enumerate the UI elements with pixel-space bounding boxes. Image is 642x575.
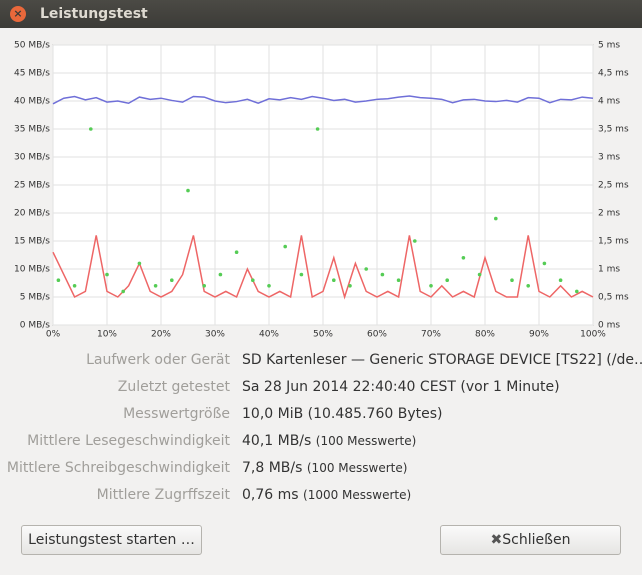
y-tick-label: 5 MB/s xyxy=(20,293,51,303)
info-label: Zuletzt getestet xyxy=(117,379,230,395)
access-point xyxy=(380,272,385,277)
y-tick-label: 30 MB/s xyxy=(14,153,50,163)
x-tick-label: 30% xyxy=(205,330,225,339)
access-point xyxy=(89,127,93,131)
y2-tick-label: 1,5 ms xyxy=(598,237,629,247)
access-point xyxy=(170,278,174,282)
close-button[interactable]: ✖Schließen xyxy=(440,525,621,555)
info-row: Mittlere Zugrffszeit 0,76 ms (1000 Messwe… xyxy=(0,487,642,507)
info-row: Laufwerk oder Gerät SD Kartenleser — Gene… xyxy=(0,352,642,372)
window-title: Leistungstest xyxy=(40,6,148,22)
x-tick-label: 90% xyxy=(529,330,549,339)
x-tick-label: 20% xyxy=(151,330,171,339)
y-tick-label: 25 MB/s xyxy=(14,181,50,191)
access-point xyxy=(348,284,352,288)
info-value: 0,76 ms (1000 Messwerte) xyxy=(242,487,412,503)
access-point xyxy=(267,284,271,288)
y-tick-label: 50 MB/s xyxy=(14,41,50,51)
info-label: Mittlere Lesegeschwindigkeit xyxy=(27,433,230,449)
access-point xyxy=(429,284,433,288)
y-tick-label: 10 MB/s xyxy=(14,265,50,275)
info-label: Laufwerk oder Gerät xyxy=(86,352,230,368)
x-tick-label: 70% xyxy=(421,330,441,339)
info-row: Messwertgröße 10,0 MiB (10.485.760 Bytes) xyxy=(0,406,642,426)
access-point xyxy=(283,244,288,249)
chart: 0 MB/s 5 MB/s 10 MB/s 15 MB/s 20 MB/s 25 MB/s… xyxy=(14,41,629,339)
close-icon: ✖ xyxy=(490,532,503,548)
info-value: Sa 28 Jun 2014 22:40:40 CEST (vor 1 Minu… xyxy=(242,379,560,395)
access-point xyxy=(477,272,482,277)
y-tick-label: 0 MB/s xyxy=(20,321,51,331)
close-icon[interactable]: × xyxy=(10,6,26,22)
y2-tick-label: 2 ms xyxy=(598,209,620,219)
access-point xyxy=(105,272,109,277)
x-tick-label: 0% xyxy=(46,330,61,339)
access-point xyxy=(542,261,547,266)
y2-tick-label: 2,5 ms xyxy=(598,181,629,191)
access-point xyxy=(445,278,450,282)
y2-tick-label: 4 ms xyxy=(598,97,620,107)
y2-tick-label: 1 ms xyxy=(598,265,620,275)
x-tick-label: 50% xyxy=(313,330,333,339)
y2-tick-label: 0,5 ms xyxy=(598,293,629,303)
access-point xyxy=(526,284,530,288)
line-series xyxy=(52,95,594,105)
access-point xyxy=(364,267,369,271)
y-tick-label: 20 MB/s xyxy=(14,209,50,219)
access-point xyxy=(575,289,579,294)
close-label: Schließen xyxy=(502,532,571,548)
y2-tick-label: 5 ms xyxy=(598,41,620,51)
access-point xyxy=(137,261,142,266)
access-point xyxy=(558,278,563,282)
y-tick-label: 40 MB/s xyxy=(14,97,50,107)
y2-tick-label: 3 ms xyxy=(598,153,620,163)
info-note: (100 Messwerte) xyxy=(315,434,417,448)
y2-tick-label: 3,5 ms xyxy=(598,125,629,135)
access-point xyxy=(121,289,125,294)
access-point xyxy=(396,278,401,282)
access-point xyxy=(494,216,498,221)
access-point xyxy=(153,284,158,288)
y-tick-label: 15 MB/s xyxy=(14,237,50,247)
y2-tick-label: 0 ms xyxy=(598,321,620,331)
info-row: Zuletzt getestet Sa 28 Jun 2014 22:40:40 … xyxy=(0,379,642,399)
info-value: 40,1 MB/s (100 Messwerte) xyxy=(242,433,417,449)
info-note: (1000 Messwerte) xyxy=(303,488,412,502)
access-point xyxy=(234,250,239,254)
x-tick-label: 60% xyxy=(367,330,387,339)
x-tick-label: 80% xyxy=(475,330,495,339)
info-row: Mittlere Lesegeschwindigkeit 40,1 MB/s (1… xyxy=(0,433,642,453)
x-tick-label: 10% xyxy=(97,330,117,339)
access-point xyxy=(510,278,514,282)
y2-tick-label: 4,5 ms xyxy=(598,69,629,79)
y-tick-label: 35 MB/s xyxy=(14,125,50,135)
info-label: Mittlere Zugrffszeit xyxy=(96,487,230,503)
info-label: Mittlere Schreibgeschwindigkeit xyxy=(6,460,230,476)
info-value: 7,8 MB/s (100 Messwerte) xyxy=(242,460,408,476)
start-button[interactable]: Leistungstest starten … xyxy=(21,525,202,555)
access-point xyxy=(299,272,304,277)
title-bar: × Leistungstest xyxy=(0,0,642,28)
x-tick-label: 40% xyxy=(259,330,279,339)
access-point xyxy=(332,278,336,282)
info-value: SD Kartenleser — Generic STORAGE DEVICE … xyxy=(242,352,642,368)
info-value: 10,0 MiB (10.485.760 Bytes) xyxy=(242,406,443,422)
access-point xyxy=(461,256,466,260)
x-tick-label: 100% xyxy=(580,330,606,339)
info-row: Mittlere Schreibgeschwindigkeit 7,8 MB/s … xyxy=(0,460,642,480)
line-series xyxy=(52,235,594,300)
access-point xyxy=(251,278,255,282)
access-point xyxy=(56,278,61,282)
info-label: Messwertgröße xyxy=(123,406,230,422)
access-point xyxy=(413,239,417,243)
access-point xyxy=(218,272,223,277)
info-note: (100 Messwerte) xyxy=(306,461,408,475)
access-point xyxy=(315,127,320,131)
y-tick-label: 45 MB/s xyxy=(14,69,50,79)
access-point xyxy=(186,188,190,193)
access-point xyxy=(72,284,77,288)
access-point xyxy=(202,284,206,288)
